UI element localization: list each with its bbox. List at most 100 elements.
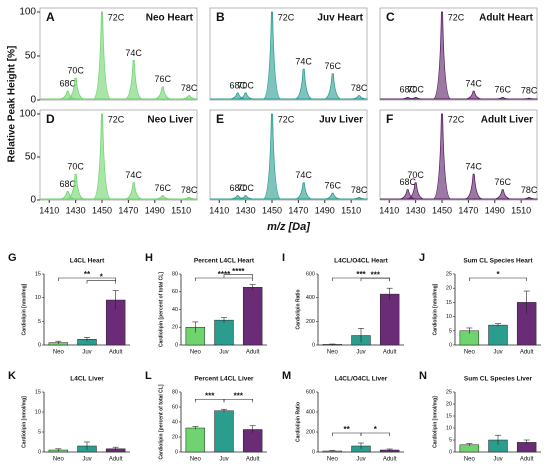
- significance-bracket: [469, 277, 527, 281]
- peak-label: 76C: [324, 180, 341, 190]
- x-axis-label: m/z [Da]: [267, 221, 310, 233]
- panel-frame: [39, 7, 198, 101]
- bar: [214, 410, 234, 453]
- peak: [350, 95, 368, 100]
- y-tick-label: 60: [172, 404, 178, 410]
- peak-label: 68C: [59, 79, 76, 89]
- peak-label: 72C: [448, 12, 465, 22]
- peak: [406, 96, 425, 100]
- y-axis-label: Cardiolipin [nmol/mg]: [432, 396, 438, 448]
- y-tick-label: 0: [38, 342, 41, 348]
- panel-letter: H: [145, 252, 153, 264]
- y-tick-label: 200: [306, 319, 315, 325]
- peak: [294, 68, 313, 100]
- peak-label: 72C: [108, 12, 125, 22]
- peak-label: 74C: [125, 48, 142, 58]
- panel-title: Neo Liver: [147, 115, 193, 126]
- significance-bracket: [360, 277, 390, 282]
- peak-label: 78C: [181, 83, 198, 93]
- x-tick-label: 1510: [171, 205, 191, 215]
- significance-label: *: [496, 270, 500, 279]
- peak-label: 78C: [351, 83, 368, 93]
- peak-label: 76C: [324, 61, 341, 71]
- x-tick-label: 1450: [92, 205, 112, 215]
- peak-label: 68C: [399, 85, 416, 95]
- y-axis-label: Cardiolipin [nmol/mg]: [21, 396, 27, 448]
- peak-label: 72C: [448, 114, 465, 124]
- y-tick-label: 15: [446, 300, 452, 306]
- bar: [242, 287, 263, 346]
- peak: [432, 11, 452, 100]
- y-tick-label: 15: [35, 389, 41, 395]
- y-tick-label: 400: [306, 409, 315, 415]
- y-axis-label: Relative Peak Height [%]: [7, 46, 18, 163]
- peak: [464, 173, 483, 200]
- peak: [124, 60, 143, 100]
- y-axis-label: Cardiolipin Ratio: [295, 290, 301, 330]
- y-tick-label: 5: [449, 328, 452, 334]
- bar: [214, 319, 234, 346]
- x-tick-label: 1510: [511, 205, 531, 215]
- x-tick-label: 1430: [66, 205, 86, 215]
- y-tick-label: 10: [446, 314, 452, 320]
- bar: [185, 427, 206, 453]
- peak-label: 76C: [494, 177, 511, 187]
- y-tick-label: 25: [446, 271, 452, 277]
- peak: [323, 192, 342, 200]
- significance-bracket: [86, 280, 116, 284]
- peak-label: 74C: [295, 170, 312, 180]
- x-tick-label: 1490: [145, 205, 165, 215]
- chart-title: Percent L4CL Liver: [194, 376, 254, 383]
- peak-label: 76C: [154, 74, 171, 84]
- significance-bracket: [223, 398, 253, 403]
- peak: [520, 97, 538, 100]
- panel-letter: E: [216, 112, 224, 126]
- peak: [294, 182, 313, 200]
- x-tick-label: 1430: [236, 205, 256, 215]
- peak-label: 70C: [67, 162, 84, 172]
- significance-label: **: [84, 270, 91, 279]
- x-tick-label: 1430: [406, 205, 426, 215]
- y-tick-label: 200: [306, 429, 315, 435]
- peak: [464, 90, 483, 100]
- peak: [180, 197, 198, 200]
- peak-label: 74C: [295, 57, 312, 67]
- y-tick-label: 0: [312, 342, 315, 348]
- x-tick-label: Adult: [383, 350, 397, 356]
- peak-label: 72C: [278, 12, 295, 22]
- x-tick-label: Neo: [327, 457, 339, 463]
- y-axis-label: Cardiolipin [nmol/mg]: [21, 283, 27, 335]
- chart-title: L4CL Heart: [70, 258, 105, 265]
- y-axis-label: Cardiolipin [percent of total CL]: [158, 272, 164, 347]
- panel-title: Adult Heart: [479, 13, 534, 24]
- x-tick-label: Adult: [246, 457, 260, 463]
- significance-label: *: [374, 425, 378, 434]
- panel-letter: N: [419, 370, 427, 382]
- y-tick-label: 80: [172, 271, 178, 277]
- y-tick-label: 20: [446, 286, 452, 292]
- panel-letter: F: [386, 112, 393, 126]
- peak-label: 68C: [59, 179, 76, 189]
- x-tick-label: Juv: [219, 457, 228, 463]
- peak: [236, 195, 255, 200]
- y-tick-label: 10: [35, 409, 41, 415]
- panel-frame: [379, 7, 538, 101]
- x-tick-label: Adult: [520, 457, 534, 463]
- panel-letter: D: [46, 112, 55, 126]
- peak-label: 74C: [465, 79, 482, 89]
- y-tick-label: 5: [449, 437, 452, 443]
- panel-letter: B: [216, 10, 225, 24]
- panel-title: Adult Liver: [481, 115, 533, 126]
- peak-label: 68C: [229, 183, 246, 193]
- y-tick-label: 0: [449, 342, 452, 348]
- x-tick-label: Juv: [82, 457, 91, 463]
- x-tick-label: Adult: [520, 350, 534, 356]
- y-tick-label: 0: [449, 449, 452, 455]
- peak: [153, 86, 172, 100]
- x-tick-label: Adult: [246, 350, 260, 356]
- peak-label: 74C: [465, 162, 482, 172]
- x-tick-label: Juv: [356, 457, 365, 463]
- y-tick-label: 600: [306, 389, 315, 395]
- peak: [493, 189, 512, 200]
- panel-frame: [39, 109, 198, 201]
